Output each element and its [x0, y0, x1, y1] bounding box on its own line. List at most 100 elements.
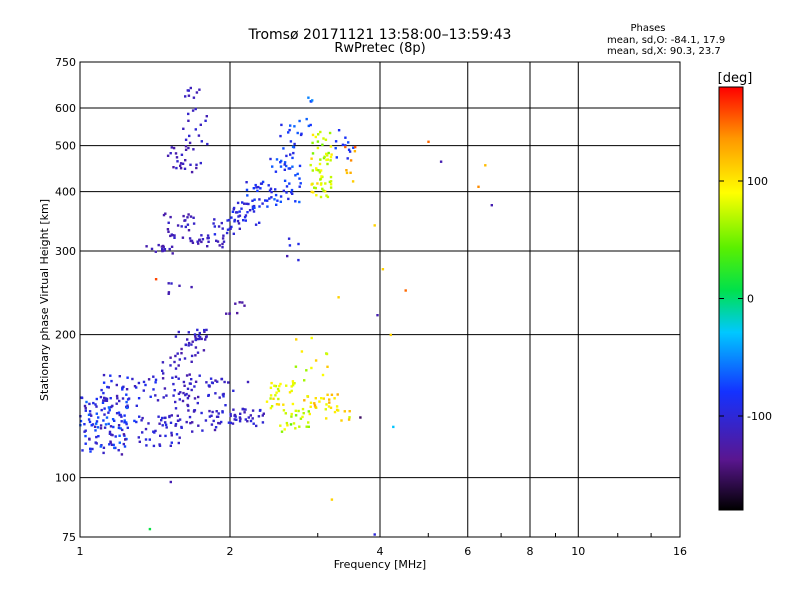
- data-point: [121, 388, 124, 391]
- data-point: [277, 389, 281, 393]
- data-point: [251, 199, 254, 202]
- data-point: [282, 409, 286, 412]
- data-point: [226, 228, 230, 231]
- data-point: [317, 169, 320, 172]
- data-point: [200, 337, 203, 341]
- data-point: [251, 417, 254, 420]
- data-point: [177, 364, 180, 367]
- data-point: [193, 397, 197, 400]
- data-point: [135, 386, 138, 389]
- data-point: [108, 443, 111, 446]
- data-point: [279, 161, 282, 164]
- data-point: [104, 397, 107, 400]
- data-point: [186, 338, 189, 341]
- data-point: [157, 415, 160, 418]
- data-point: [244, 408, 247, 411]
- data-point: [283, 428, 286, 431]
- data-point: [144, 427, 148, 431]
- data-point: [235, 418, 238, 421]
- data-point: [84, 406, 87, 410]
- grid-lines: [80, 62, 680, 537]
- data-point: [208, 415, 212, 418]
- data-point: [246, 380, 250, 384]
- data-point: [288, 391, 292, 394]
- data-point: [117, 411, 121, 414]
- data-point: [167, 292, 170, 295]
- data-point: [183, 167, 187, 170]
- data-point: [285, 164, 288, 168]
- data-point: [123, 414, 126, 417]
- data-point: [121, 386, 124, 389]
- data-point: [279, 165, 283, 168]
- data-point: [193, 333, 197, 336]
- data-point: [179, 391, 182, 394]
- data-point: [292, 422, 296, 425]
- data-point: [191, 421, 194, 424]
- data-point: [323, 155, 326, 158]
- data-point: [221, 393, 225, 396]
- data-point: [166, 228, 170, 231]
- data-point: [228, 312, 231, 315]
- data-point: [141, 416, 144, 420]
- data-point: [230, 216, 233, 219]
- data-point: [293, 142, 296, 146]
- data-point: [187, 146, 190, 150]
- data-point: [243, 304, 246, 307]
- data-point: [112, 425, 115, 429]
- data-point: [238, 420, 242, 423]
- data-point: [283, 161, 287, 164]
- data-point: [174, 407, 178, 410]
- data-point: [381, 268, 385, 271]
- data-point: [114, 435, 117, 438]
- y-tick-label: 100: [55, 472, 76, 485]
- x-tick-label: 16: [673, 545, 687, 558]
- data-point: [329, 406, 333, 409]
- data-point: [225, 231, 229, 235]
- data-point: [99, 445, 102, 448]
- data-point: [80, 396, 83, 399]
- data-point: [269, 397, 272, 400]
- data-point: [145, 245, 148, 248]
- data-point: [179, 164, 182, 167]
- data-point: [268, 197, 271, 200]
- data-point: [307, 410, 310, 413]
- data-point: [187, 409, 190, 412]
- data-point: [126, 376, 129, 379]
- data-point: [310, 366, 313, 370]
- data-point: [231, 210, 235, 213]
- data-point: [329, 175, 333, 179]
- data-points: [79, 86, 493, 536]
- data-point: [334, 147, 337, 150]
- info-line-o: mean, sd,O: -84.1, 17.9: [607, 35, 725, 46]
- data-point: [194, 338, 197, 342]
- data-point: [167, 291, 171, 294]
- data-point: [291, 384, 295, 387]
- data-point: [302, 412, 305, 415]
- data-point: [137, 381, 141, 385]
- colorbar-tick-label: 0: [747, 293, 754, 306]
- data-point: [107, 411, 110, 414]
- data-point: [154, 278, 158, 281]
- data-point: [326, 154, 329, 157]
- data-point: [333, 397, 336, 400]
- data-point: [330, 153, 333, 156]
- data-point: [198, 374, 201, 377]
- data-point: [260, 182, 264, 185]
- data-point: [348, 150, 352, 153]
- data-point: [84, 429, 87, 432]
- data-point: [161, 361, 165, 364]
- data-point: [138, 415, 141, 418]
- data-point: [314, 397, 317, 400]
- data-point: [188, 373, 191, 376]
- data-point: [94, 429, 97, 432]
- data-point: [311, 141, 314, 145]
- data-point: [197, 242, 200, 245]
- data-point: [229, 227, 232, 230]
- data-point: [233, 218, 236, 222]
- data-point: [169, 234, 172, 238]
- data-point: [348, 416, 351, 419]
- data-point: [337, 296, 340, 299]
- data-point: [254, 183, 257, 187]
- data-point: [162, 372, 165, 375]
